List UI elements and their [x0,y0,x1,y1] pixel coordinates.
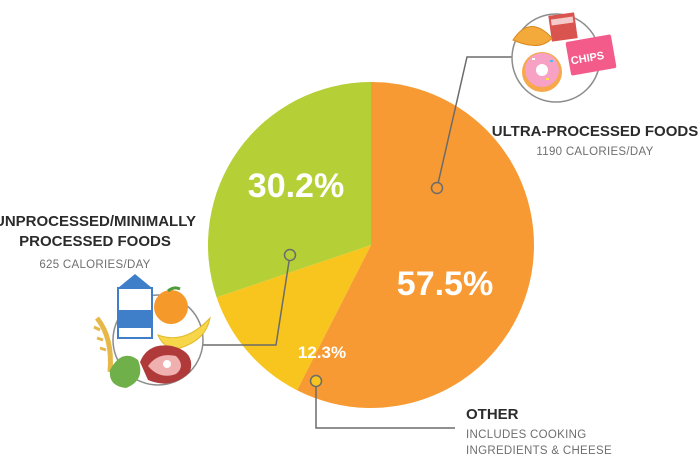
junk-food-icon: CHIPS [511,12,617,103]
label-other: OTHER INCLUDES COOKING INGREDIENTS & CHE… [466,406,612,457]
leader-dot-other [309,374,323,388]
leader-lines [200,56,512,429]
pie-slices [208,82,534,408]
label-other-sub-1: INCLUDES COOKING [466,429,586,441]
leader-dot-unprocessed [283,248,297,262]
slice-label-ultra: 57.5% [397,265,493,303]
percent-labels: 57.5% 12.3% 30.2% [248,167,493,362]
label-ultra-title: ULTRA-PROCESSED FOODS [492,123,698,140]
slice-unprocessed [208,82,371,298]
leader-other [315,381,455,429]
slice-label-other: 12.3% [298,343,346,362]
label-ultra: ULTRA-PROCESSED FOODS 1190 CALORIES/DAY [492,123,698,158]
leader-unprocessed [200,254,291,346]
label-unprocessed-title-2: PROCESSED FOODS [19,233,171,250]
label-unprocessed-sub: 625 CALORIES/DAY [39,259,150,271]
whole-food-icon [93,274,211,388]
slice-other [216,245,371,391]
label-unprocessed: UNPROCESSED/MINIMALLY PROCESSED FOODS 62… [0,213,196,271]
leader-ultra [436,56,512,189]
label-other-title: OTHER [466,406,519,423]
leader-dot-ultra [430,181,444,195]
label-other-sub-2: INGREDIENTS & CHEESE [466,445,612,457]
label-ultra-sub: 1190 CALORIES/DAY [536,146,653,158]
label-unprocessed-title-1: UNPROCESSED/MINIMALLY [0,213,196,230]
slice-label-unprocessed: 30.2% [248,167,344,205]
slice-ultra-processed [296,82,534,408]
chips-text: CHIPS [570,50,605,68]
